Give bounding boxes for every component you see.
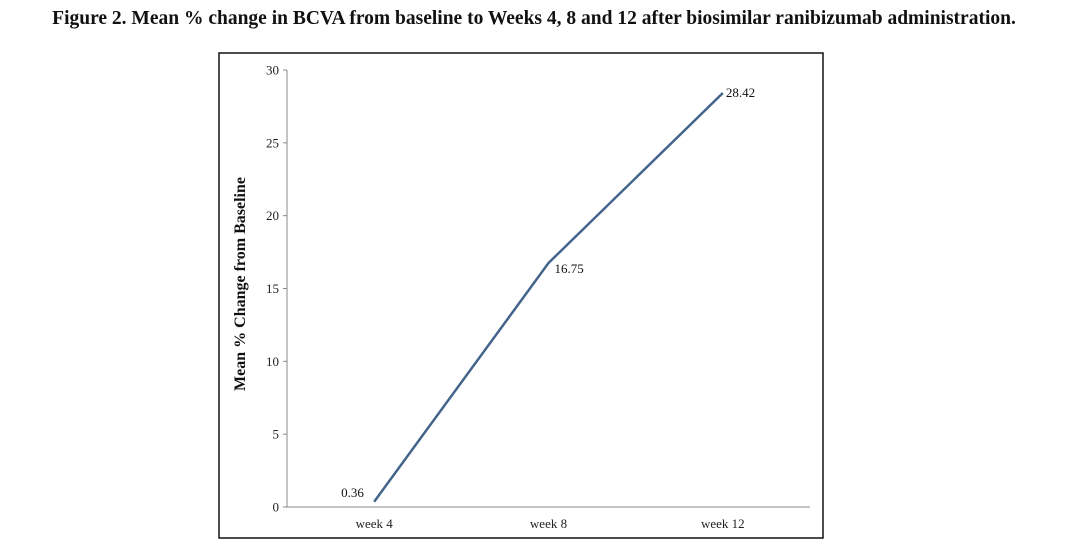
y-axis-label: Mean % Change from Baseline <box>232 177 249 391</box>
y-ticks: 0 5 10 15 20 25 30 <box>266 63 287 515</box>
series-line <box>373 92 724 503</box>
x-tick-label: week 4 <box>356 516 394 531</box>
data-label: 16.75 <box>555 261 584 276</box>
y-tick-label: 10 <box>266 354 279 369</box>
y-tick-label: 5 <box>273 427 280 442</box>
x-tick-label: week 12 <box>701 516 745 531</box>
data-labels: 0.36 16.75 28.42 <box>341 85 755 500</box>
y-tick-label: 20 <box>266 208 279 223</box>
data-label: 28.42 <box>726 85 755 100</box>
y-tick-label: 0 <box>273 500 280 515</box>
x-ticks: week 4 week 8 week 12 <box>356 516 745 531</box>
y-tick-label: 25 <box>266 135 279 150</box>
y-tick-label: 15 <box>266 281 279 296</box>
x-tick-label: week 8 <box>530 516 567 531</box>
data-label: 0.36 <box>341 485 364 500</box>
y-tick-label: 30 <box>266 63 279 78</box>
figure-caption: Figure 2. Mean % change in BCVA from bas… <box>52 8 1016 29</box>
chart-frame <box>218 52 824 539</box>
